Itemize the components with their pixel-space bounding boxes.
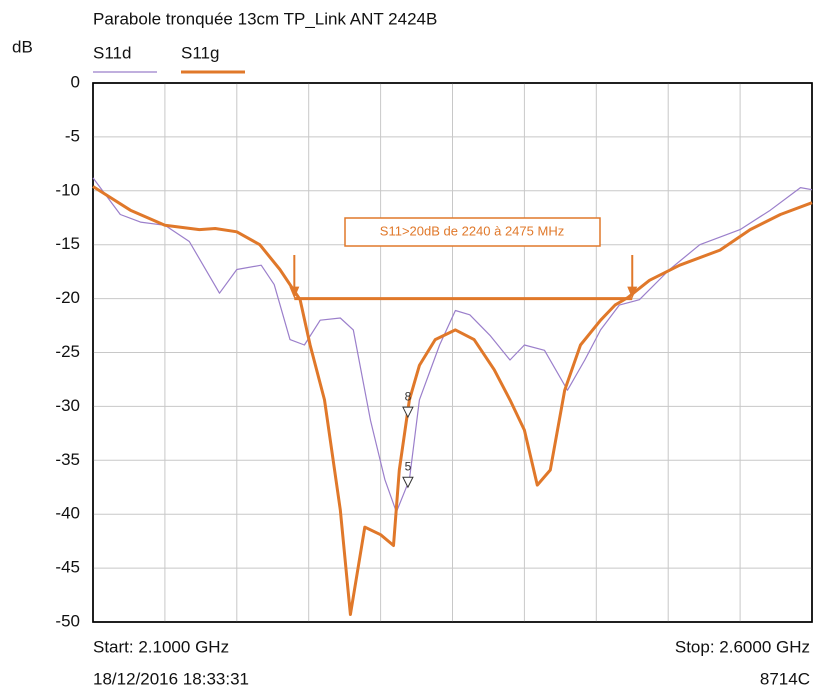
y-tick-label: -45	[55, 558, 80, 577]
marker-label: 8	[405, 389, 412, 403]
legend-label: S11d	[93, 43, 131, 62]
y-tick-label: -30	[55, 396, 80, 415]
stop-label: Stop: 2.6000 GHz	[675, 637, 810, 656]
annotation-arrowhead	[627, 286, 638, 299]
timestamp: 18/12/2016 18:33:31	[93, 669, 249, 688]
annotation-arrowhead	[289, 286, 300, 299]
y-tick-label: -40	[55, 504, 80, 523]
y-tick-label: -35	[55, 450, 80, 469]
series-line	[92, 177, 813, 513]
chart-title: Parabole tronquée 13cm TP_Link ANT 2424B	[93, 9, 437, 28]
marker	[402, 476, 414, 489]
plot-border	[92, 82, 813, 623]
y-tick-label: -25	[55, 342, 80, 361]
legend-label: S11g	[181, 43, 219, 62]
y-tick-label: -15	[55, 234, 80, 253]
y-axis-label: dB	[12, 37, 33, 56]
instrument: 8714C	[760, 669, 810, 688]
y-tick-label: 0	[71, 72, 80, 91]
marker-label: 5	[405, 459, 412, 473]
y-tick-label: -20	[55, 288, 80, 307]
y-tick-label: -50	[55, 611, 80, 630]
annotation-box	[344, 217, 601, 247]
marker	[402, 406, 414, 419]
y-tick-label: -10	[55, 180, 80, 199]
annotation-text: S11>20dB de 2240 à 2475 MHz	[380, 223, 564, 238]
y-tick-label: -5	[65, 126, 80, 145]
start-label: Start: 2.1000 GHz	[93, 637, 229, 656]
